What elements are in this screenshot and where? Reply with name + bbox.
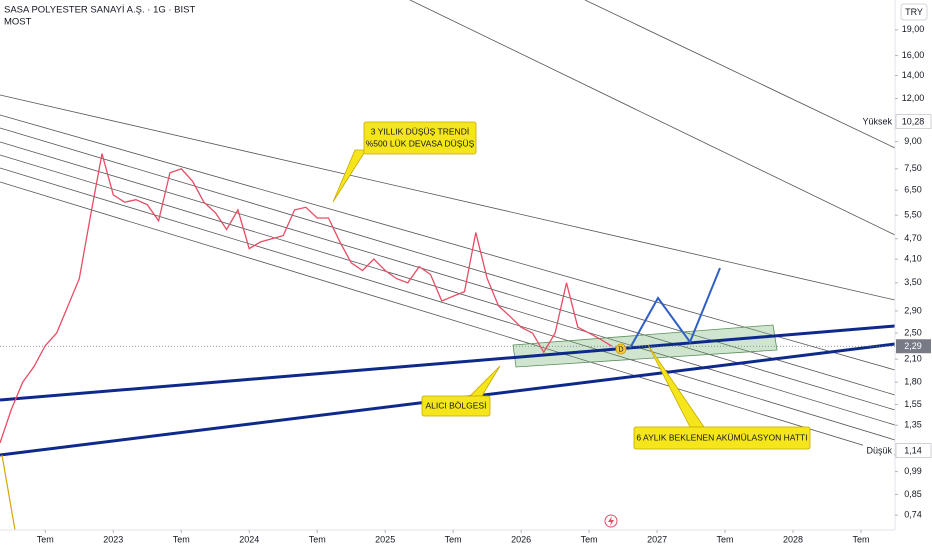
y-tick-label: 0,85 bbox=[904, 489, 922, 499]
y-tick-label: 5,50 bbox=[904, 210, 922, 220]
channel-line bbox=[584, 0, 895, 149]
y-tick-label: 16,00 bbox=[902, 50, 925, 60]
y-tick-label: 0,74 bbox=[904, 510, 922, 520]
high-value-label: 10,28 bbox=[902, 117, 925, 127]
x-tick-label: Tem bbox=[309, 534, 326, 544]
callout-pointer bbox=[332, 149, 367, 203]
y-tick-label: 0,99 bbox=[904, 466, 922, 476]
channel-line bbox=[0, 181, 895, 456]
x-tick-label: Tem bbox=[853, 534, 870, 544]
x-tick-label: Tem bbox=[445, 534, 462, 544]
x-tick-label: 2024 bbox=[239, 534, 259, 544]
x-tick-label: Tem bbox=[581, 534, 598, 544]
x-tick-label: 2028 bbox=[783, 534, 803, 544]
callout-text: 3 YILLIK DÜŞÜŞ TRENDİ bbox=[371, 126, 469, 136]
callout-box bbox=[633, 426, 811, 450]
y-tick-label: 6,50 bbox=[904, 185, 922, 195]
projection-path bbox=[629, 267, 721, 349]
y-tick-label: 14,00 bbox=[902, 70, 925, 80]
high-name-label: Yüksek bbox=[862, 117, 892, 127]
channel-line bbox=[0, 114, 895, 371]
callout-box bbox=[363, 121, 477, 155]
y-tick-label: 1,55 bbox=[904, 399, 922, 409]
y-tick-label: 2,10 bbox=[904, 354, 922, 364]
x-tick-label: 2023 bbox=[103, 534, 123, 544]
y-tick-label: 4,70 bbox=[904, 233, 922, 243]
callout-box bbox=[421, 395, 491, 417]
channel-line bbox=[409, 0, 895, 236]
y-tick-label: 12,00 bbox=[902, 93, 925, 103]
high-badge bbox=[895, 114, 932, 130]
callout-text: 6 AYLIK BEKLENEN AKÜMÜLASYON HATTI bbox=[636, 432, 807, 442]
currency-label: TRY bbox=[905, 7, 923, 17]
dividend-label: D bbox=[618, 346, 623, 353]
callout-text: ALICI BÖLGESİ bbox=[426, 400, 487, 410]
low-badge bbox=[895, 443, 932, 458]
channel-line bbox=[0, 154, 895, 426]
channel-line bbox=[0, 127, 895, 396]
channel-line bbox=[0, 167, 895, 441]
high-name-bg bbox=[863, 114, 894, 129]
y-tick-label: 4,10 bbox=[904, 254, 922, 264]
currency-button[interactable] bbox=[900, 3, 928, 21]
x-tick-label: 2027 bbox=[647, 534, 667, 544]
drawings bbox=[0, 0, 895, 530]
y-tick-label: 19,00 bbox=[902, 24, 925, 34]
y-tick-label: 2,50 bbox=[904, 327, 922, 337]
x-tick-label: Tem bbox=[717, 534, 734, 544]
y-tick-label: 3,50 bbox=[904, 277, 922, 287]
x-tick-label: Tem bbox=[173, 534, 190, 544]
x-tick-label: Tem bbox=[37, 534, 54, 544]
low-name-label: Düşük bbox=[866, 445, 892, 455]
channel-line bbox=[0, 94, 895, 301]
low-value-label: 1,14 bbox=[904, 445, 922, 455]
last-price-badge bbox=[896, 339, 931, 354]
callout-text: %500 LÜK DEVASA DÜŞÜŞ bbox=[366, 138, 475, 148]
support-line bbox=[0, 324, 895, 402]
y-tick-label: 2,90 bbox=[904, 305, 922, 315]
x-tick-label: 2026 bbox=[511, 534, 531, 544]
x-tick-label: 2025 bbox=[375, 534, 395, 544]
y-tick-label: 7,50 bbox=[904, 163, 922, 173]
events-icon-bolt bbox=[608, 516, 614, 526]
y-tick-label: 1,80 bbox=[904, 377, 922, 387]
channel-line bbox=[0, 141, 895, 411]
last-price-label: 2,29 bbox=[904, 341, 922, 351]
chart-subtitle: MOST bbox=[4, 17, 32, 28]
plot bbox=[0, 153, 895, 444]
chart-title: SASA POLYESTER SANAYİ A.Ş. · 1G · BIST bbox=[4, 5, 195, 16]
y-tick-label: 9,00 bbox=[904, 136, 922, 146]
pointer bbox=[1, 454, 16, 530]
y-tick-label: 1,35 bbox=[904, 420, 922, 430]
price-line bbox=[0, 153, 613, 444]
low-name-bg bbox=[863, 443, 894, 458]
